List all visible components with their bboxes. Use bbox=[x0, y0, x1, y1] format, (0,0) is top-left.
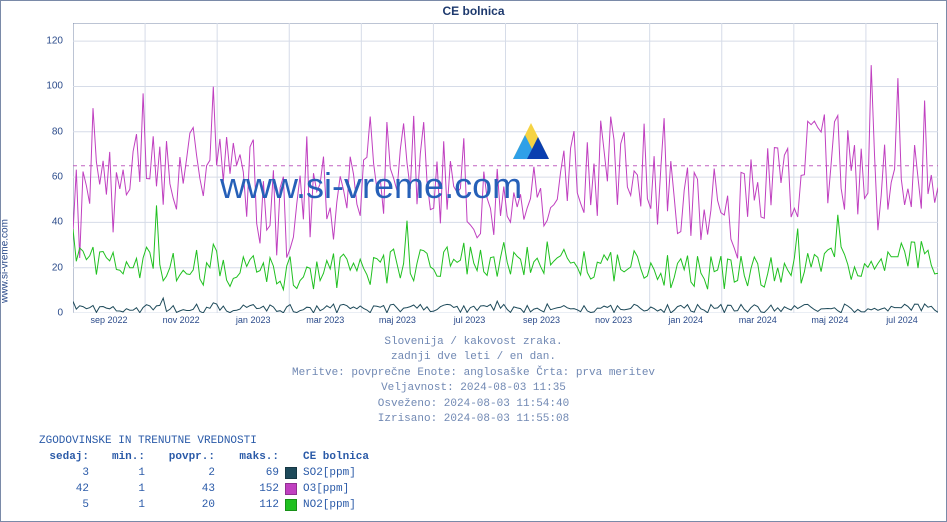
series-label: NO2[ppm] bbox=[303, 499, 356, 511]
y-tick-label: 0 bbox=[57, 308, 63, 319]
station-header: CE bolnica bbox=[303, 451, 369, 463]
x-tick-label: maj 2024 bbox=[811, 315, 848, 325]
stats-header-row: sedaj: min.: povpr.: maks.: CE bolnica bbox=[39, 449, 369, 465]
col-header: maks.: bbox=[221, 451, 285, 463]
x-tick-label: sep 2022 bbox=[91, 315, 128, 325]
y-tick-label: 20 bbox=[52, 262, 63, 273]
cell-now: 3 bbox=[39, 467, 95, 479]
x-axis-labels: sep 2022 nov 2022 jan 2023 mar 2023 maj 2023… bbox=[73, 315, 936, 331]
y-tick-label: 40 bbox=[52, 217, 63, 228]
stats-table: ZGODOVINSKE IN TRENUTNE VREDNOSTI sedaj:… bbox=[39, 435, 369, 513]
cell-now: 5 bbox=[39, 499, 95, 511]
watermark-logo-icon bbox=[513, 123, 549, 159]
x-tick-label: jul 2023 bbox=[454, 315, 486, 325]
footer-line: Izrisano: 2024-08-03 11:55:08 bbox=[1, 412, 946, 427]
footer-line: Osveženo: 2024-08-03 11:54:40 bbox=[1, 397, 946, 412]
y-tick-label: 80 bbox=[52, 126, 63, 137]
watermark-text: www.si-vreme.com bbox=[220, 165, 522, 207]
footer-line: Meritve: povprečne Enote: anglosaške Črt… bbox=[1, 366, 946, 381]
footer-line: Slovenija / kakovost zraka. bbox=[1, 335, 946, 350]
stats-table-title: ZGODOVINSKE IN TRENUTNE VREDNOSTI bbox=[39, 435, 369, 447]
series-swatch bbox=[285, 483, 297, 495]
cell-min: 1 bbox=[95, 483, 151, 495]
series-label: O3[ppm] bbox=[303, 483, 349, 495]
x-tick-label: nov 2022 bbox=[163, 315, 200, 325]
cell-avg: 20 bbox=[151, 499, 221, 511]
chart-footer: Slovenija / kakovost zraka.zadnji dve le… bbox=[1, 335, 946, 427]
cell-min: 1 bbox=[95, 467, 151, 479]
table-row: 42143152 O3[ppm] bbox=[39, 481, 369, 497]
chart-title: CE bolnica bbox=[1, 1, 946, 18]
cell-min: 1 bbox=[95, 499, 151, 511]
cell-avg: 43 bbox=[151, 483, 221, 495]
cell-max: 69 bbox=[221, 467, 285, 479]
x-tick-label: jul 2024 bbox=[886, 315, 918, 325]
x-tick-label: mar 2023 bbox=[306, 315, 344, 325]
x-tick-label: jan 2023 bbox=[236, 315, 271, 325]
series-label: SO2[ppm] bbox=[303, 467, 356, 479]
cell-max: 152 bbox=[221, 483, 285, 495]
col-header: min.: bbox=[95, 451, 151, 463]
x-tick-label: jan 2024 bbox=[668, 315, 703, 325]
x-tick-label: sep 2023 bbox=[523, 315, 560, 325]
series-swatch bbox=[285, 499, 297, 511]
x-tick-label: nov 2023 bbox=[595, 315, 632, 325]
x-tick-label: mar 2024 bbox=[739, 315, 777, 325]
y-axis-labels: 020406080100120 bbox=[1, 23, 67, 313]
col-header: povpr.: bbox=[151, 451, 221, 463]
col-header: sedaj: bbox=[39, 451, 95, 463]
cell-avg: 2 bbox=[151, 467, 221, 479]
y-tick-label: 120 bbox=[46, 36, 63, 47]
footer-line: Veljavnost: 2024-08-03 11:35 bbox=[1, 381, 946, 396]
cell-now: 42 bbox=[39, 483, 95, 495]
table-row: 31269 SO2[ppm] bbox=[39, 465, 369, 481]
series-swatch bbox=[285, 467, 297, 479]
y-tick-label: 60 bbox=[52, 172, 63, 183]
chart-frame: CE bolnica www.si-vreme.com 0 20 40 60 80 100… bbox=[0, 0, 947, 522]
table-row: 5120112 NO2[ppm] bbox=[39, 497, 369, 513]
footer-line: zadnji dve leti / en dan. bbox=[1, 350, 946, 365]
cell-max: 112 bbox=[221, 499, 285, 511]
y-tick-label: 100 bbox=[46, 81, 63, 92]
x-tick-label: maj 2023 bbox=[379, 315, 416, 325]
